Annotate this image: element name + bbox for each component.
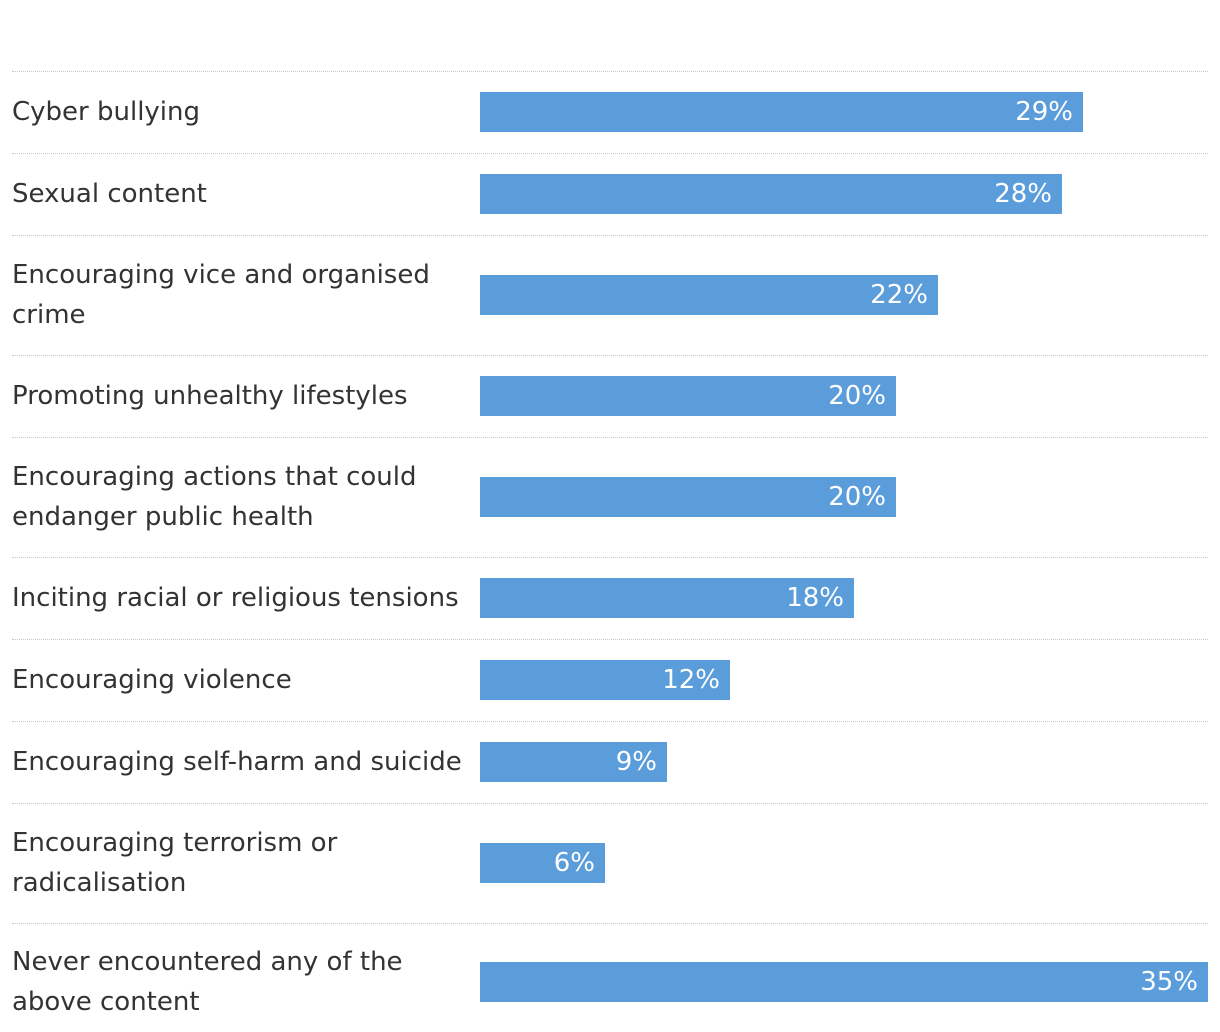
category-label: Cyber bullying — [12, 97, 201, 127]
row-divider — [12, 71, 1208, 72]
bar-value-label: 12% — [662, 665, 720, 695]
row-divider — [12, 355, 1208, 356]
bar: 28% — [480, 174, 1062, 214]
category-label: Encouraging terrorism or radicalisation — [12, 828, 338, 898]
bar-value-label: 22% — [870, 280, 928, 310]
bar-value-label: 20% — [828, 381, 886, 411]
bar: 22% — [480, 275, 938, 315]
bar: 20% — [480, 477, 896, 517]
row-divider — [12, 923, 1208, 924]
category-label: Encouraging vice and organised crime — [12, 260, 430, 330]
bar-value-label: 35% — [1140, 966, 1198, 997]
bar-value-label: 28% — [994, 179, 1052, 209]
category-label: Encouraging actions that could endanger … — [12, 462, 417, 532]
bar-value-label: 29% — [1015, 97, 1073, 127]
row-divider — [12, 437, 1208, 438]
bar: 20% — [480, 376, 896, 416]
row-divider — [12, 235, 1208, 236]
category-label: Encouraging self-harm and suicide — [12, 747, 462, 777]
bar: 12% — [480, 660, 730, 700]
bar: 18% — [480, 578, 854, 618]
category-label: Encouraging violence — [12, 665, 292, 695]
row-divider — [12, 721, 1208, 722]
row-divider — [12, 153, 1208, 154]
bar-value-label: 20% — [828, 482, 886, 512]
category-label: Promoting unhealthy lifestyles — [12, 381, 408, 411]
bar-value-label: 6% — [553, 848, 595, 878]
row-divider — [12, 557, 1208, 558]
bar-value-label: 9% — [615, 747, 657, 777]
bar-value-label: 18% — [786, 583, 844, 613]
category-label: Inciting racial or religious tensions — [12, 583, 459, 613]
row-divider — [12, 639, 1208, 640]
category-label: Sexual content — [12, 179, 207, 209]
bar: 29% — [480, 92, 1083, 132]
category-label: Never encountered any of the above conte… — [12, 946, 403, 1017]
row-divider — [12, 803, 1208, 804]
bar: 35% — [480, 961, 1208, 1002]
bar: 6% — [480, 843, 605, 883]
bar: 9% — [480, 742, 667, 782]
